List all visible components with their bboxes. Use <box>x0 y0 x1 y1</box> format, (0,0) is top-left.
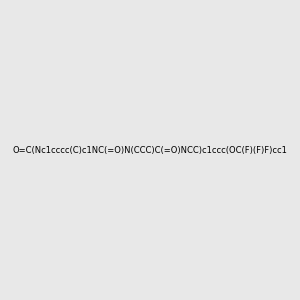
Text: O=C(Nc1cccc(C)c1NC(=O)N(CCC)C(=O)NCC)c1ccc(OC(F)(F)F)cc1: O=C(Nc1cccc(C)c1NC(=O)N(CCC)C(=O)NCC)c1c… <box>13 146 287 154</box>
